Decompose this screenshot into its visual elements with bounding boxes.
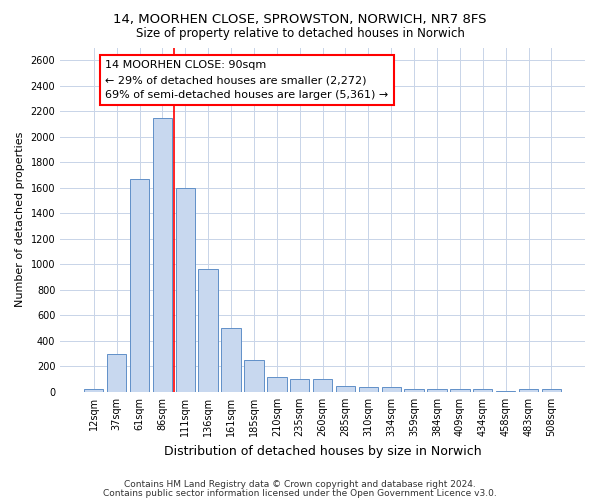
Text: Size of property relative to detached houses in Norwich: Size of property relative to detached ho…	[136, 28, 464, 40]
Bar	[404, 390, 424, 392]
Bar	[244, 360, 263, 392]
Bar	[382, 388, 401, 392]
Bar	[267, 376, 287, 392]
Bar	[290, 379, 310, 392]
Text: Contains HM Land Registry data © Crown copyright and database right 2024.: Contains HM Land Registry data © Crown c…	[124, 480, 476, 489]
Bar	[336, 386, 355, 392]
Y-axis label: Number of detached properties: Number of detached properties	[15, 132, 25, 308]
Text: 14 MOORHEN CLOSE: 90sqm
← 29% of detached houses are smaller (2,272)
69% of semi: 14 MOORHEN CLOSE: 90sqm ← 29% of detache…	[105, 60, 388, 100]
Bar	[152, 118, 172, 392]
X-axis label: Distribution of detached houses by size in Norwich: Distribution of detached houses by size …	[164, 444, 481, 458]
Text: 14, MOORHEN CLOSE, SPROWSTON, NORWICH, NR7 8FS: 14, MOORHEN CLOSE, SPROWSTON, NORWICH, N…	[113, 12, 487, 26]
Bar	[107, 354, 127, 392]
Bar	[359, 388, 378, 392]
Bar	[473, 390, 493, 392]
Bar	[84, 388, 103, 392]
Bar	[176, 188, 195, 392]
Bar	[519, 390, 538, 392]
Bar	[427, 390, 447, 392]
Bar	[450, 390, 470, 392]
Bar	[221, 328, 241, 392]
Bar	[542, 390, 561, 392]
Text: Contains public sector information licensed under the Open Government Licence v3: Contains public sector information licen…	[103, 489, 497, 498]
Bar	[313, 379, 332, 392]
Bar	[199, 270, 218, 392]
Bar	[130, 179, 149, 392]
